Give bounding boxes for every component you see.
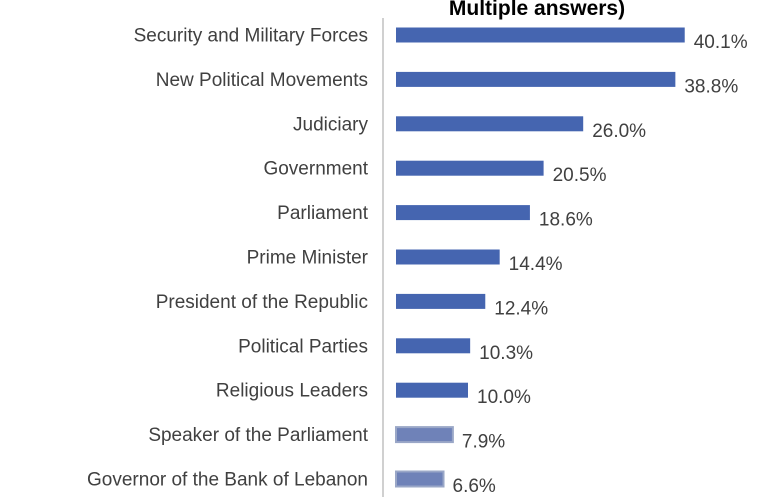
bar [396,293,486,309]
bar [396,71,676,87]
bar [396,382,468,398]
category-label: Security and Military Forces [134,26,368,47]
category-label: Government [263,159,368,180]
category-label: Governor of the Bank of Lebanon [87,470,368,491]
value-label: 40.1% [694,32,748,53]
category-label: New Political Movements [156,70,368,91]
category-label: Speaker of the Parliament [148,425,368,446]
chart-title: Multiple answers) [449,0,625,20]
value-label: 20.5% [553,165,607,186]
value-label: 18.6% [539,210,593,231]
value-label: 6.6% [453,476,496,497]
category-label: Religious Leaders [216,381,368,402]
bar [396,205,530,221]
category-label: President of the Republic [156,292,368,313]
bar [395,470,445,488]
bar [396,27,685,43]
bar [396,160,544,176]
category-label: Prime Minister [247,248,369,269]
value-label: 7.9% [462,432,505,453]
category-label: Political Parties [238,336,368,357]
value-label: 26.0% [592,121,646,142]
value-label: 10.3% [479,343,533,364]
value-label: 12.4% [494,298,548,319]
bar [396,338,471,354]
bar [395,426,454,444]
bar [396,116,584,132]
value-label: 14.4% [509,254,563,275]
value-label: 10.0% [477,387,531,408]
category-label: Judiciary [293,114,368,135]
bar [396,249,500,265]
bars-group: Security and Military Forces 40.1% New Pol… [87,26,748,497]
category-label: Parliament [277,203,369,224]
value-label: 38.8% [684,76,738,97]
